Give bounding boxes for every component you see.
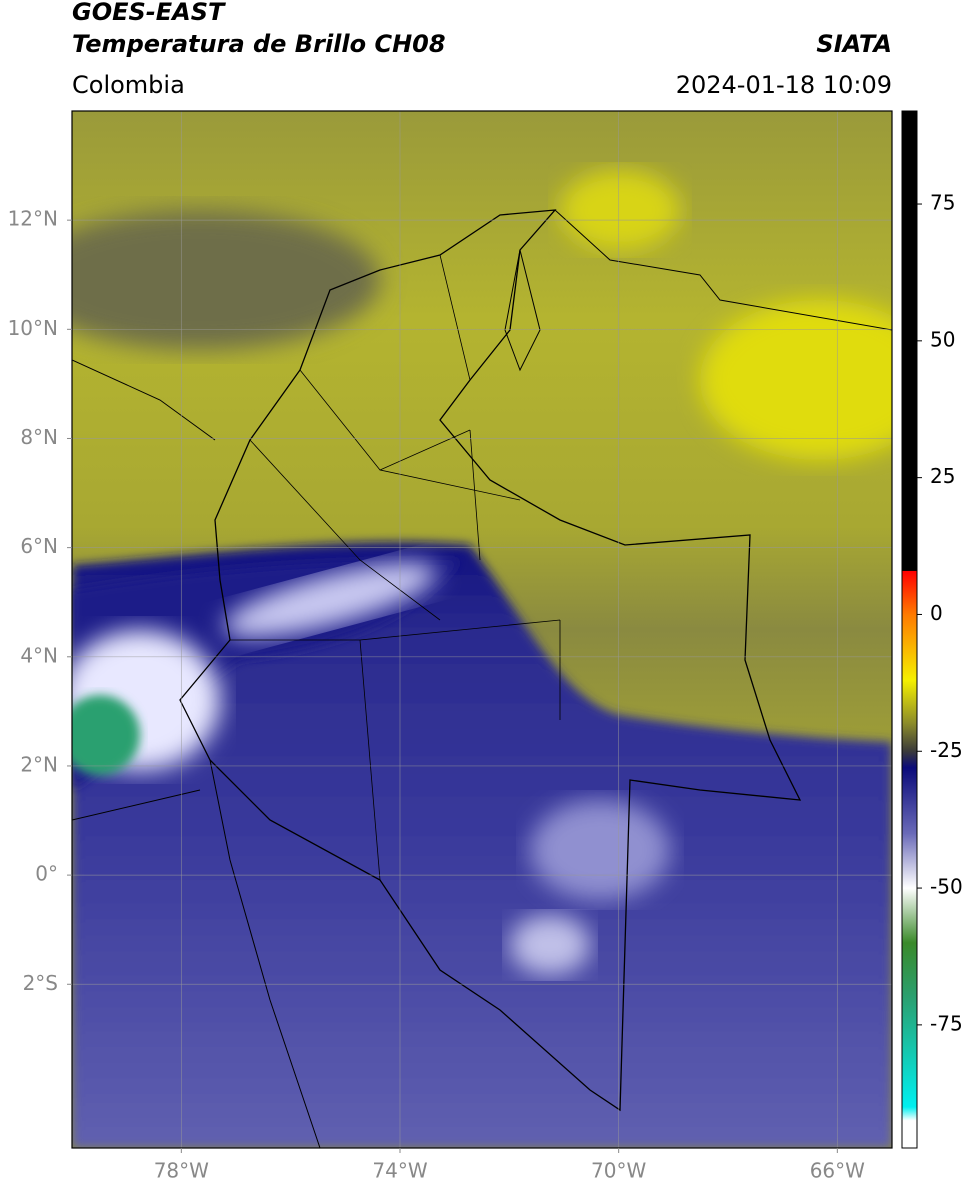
region: Colombia [72, 71, 185, 99]
datetime: 2024-01-18 10:09 [676, 71, 892, 99]
y-tick-label: 12°N [8, 207, 58, 231]
x-tick-label: 78°W [154, 1159, 209, 1183]
y-tick-label: 2°S [23, 971, 58, 995]
x-tick-label: 74°W [372, 1159, 427, 1183]
x-tick-label: 66°W [810, 1159, 865, 1183]
title: GOES-EAST [72, 0, 226, 26]
map-frame [71, 110, 893, 1149]
colorbar-tick-label: -75 [930, 1011, 963, 1035]
y-tick-label: 2°N [20, 752, 58, 776]
colorbar-tick-label: -25 [930, 738, 963, 762]
source: SIATA [816, 30, 892, 58]
colorbar [901, 110, 918, 1149]
subtitle: Temperatura de Brillo CH08 [72, 30, 446, 58]
y-tick-label: 0° [35, 862, 58, 886]
satellite-image [72, 111, 892, 1148]
colorbar-tick-label: 25 [930, 464, 955, 488]
colorbar-tick-label: 0 [930, 601, 943, 625]
colorbar-tick-label: -50 [930, 875, 963, 899]
x-tick-label: 70°W [591, 1159, 646, 1183]
y-tick-label: 8°N [20, 425, 58, 449]
y-tick-label: 10°N [8, 316, 58, 340]
y-tick-label: 6°N [20, 534, 58, 558]
colorbar-tick-label: 75 [930, 191, 955, 215]
colorbar-tick-label: 50 [930, 327, 955, 351]
y-tick-label: 4°N [20, 643, 58, 667]
